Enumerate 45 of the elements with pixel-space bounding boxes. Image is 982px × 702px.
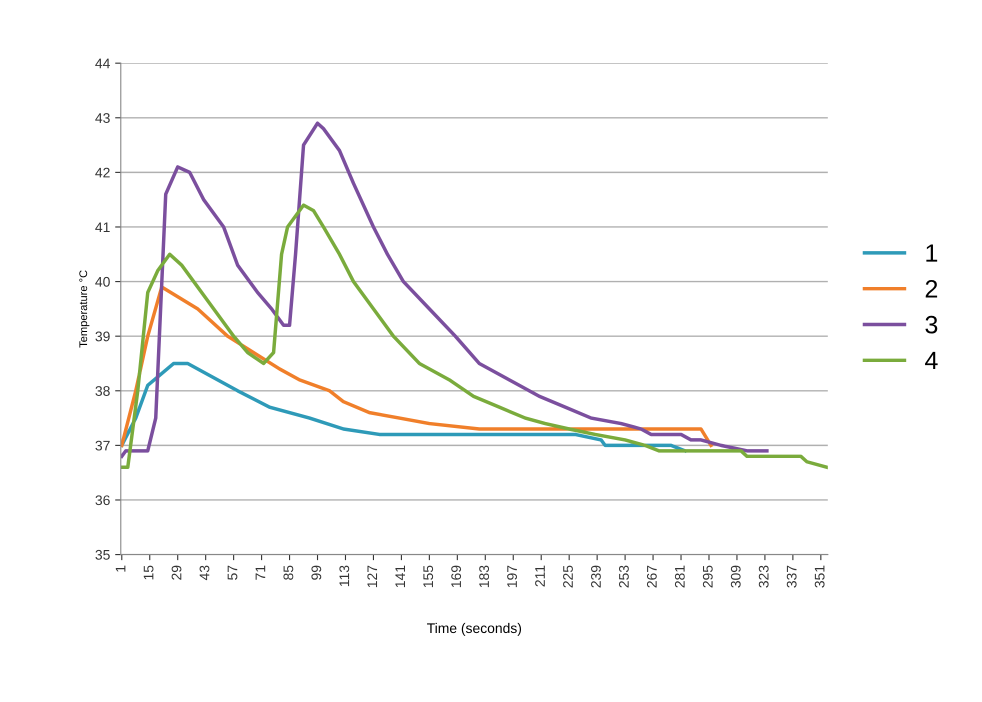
x-tick-label: 309 <box>730 566 741 588</box>
legend-label: 2 <box>926 280 938 298</box>
x-tick-label: 253 <box>618 566 629 588</box>
y-axis-title: Temperature °C <box>79 270 90 348</box>
y-tick-label: 42 <box>95 168 110 178</box>
y-tick-label: 37 <box>95 440 110 451</box>
legend-label: 3 <box>925 316 938 334</box>
x-tick-label: 113 <box>339 566 350 586</box>
x-tick-label: 183 <box>479 566 490 588</box>
x-tick-label: 281 <box>674 566 685 588</box>
line-series <box>120 362 687 453</box>
x-tick-label: 57 <box>228 566 238 580</box>
x-tick-label: 71 <box>256 566 266 580</box>
y-tick-label: 40 <box>95 276 110 287</box>
y-tick-label: 35 <box>95 550 110 560</box>
x-tick-label: 323 <box>758 566 769 588</box>
x-tick-label: 15 <box>144 566 154 580</box>
line-series <box>120 122 769 458</box>
x-tick-label: 99 <box>311 566 322 580</box>
x-tick-label: 239 <box>591 566 601 588</box>
x-tick-label: 351 <box>814 566 825 588</box>
x-tick-label: 155 <box>423 566 434 588</box>
x-tick-label: 267 <box>646 566 657 588</box>
x-tick-label: 127 <box>367 566 378 588</box>
y-tick-label: 38 <box>95 386 110 396</box>
x-tick-label: 1 <box>116 566 126 572</box>
y-tick-label: 44 <box>95 58 110 68</box>
x-tick-label: 337 <box>786 566 797 588</box>
x-axis-title: Time (seconds) <box>427 622 522 636</box>
y-tick-label: 39 <box>95 332 110 342</box>
x-tick-label: 211 <box>535 566 545 586</box>
x-tick-label: 43 <box>200 566 210 580</box>
x-tick-label: 295 <box>702 566 713 588</box>
legend-label: 4 <box>925 352 938 370</box>
legend-label: 1 <box>926 244 938 262</box>
x-tick-label: 225 <box>563 566 573 588</box>
x-tick-label: 141 <box>395 566 405 588</box>
y-tick-label: 43 <box>95 113 110 123</box>
y-tick-label: 41 <box>95 222 110 232</box>
y-tick-label: 36 <box>95 495 110 506</box>
line-series <box>120 203 828 469</box>
x-tick-label: 169 <box>451 566 462 588</box>
x-tick-label: 29 <box>172 566 182 580</box>
x-tick-label: 85 <box>283 566 294 580</box>
x-tick-label: 197 <box>507 566 517 588</box>
